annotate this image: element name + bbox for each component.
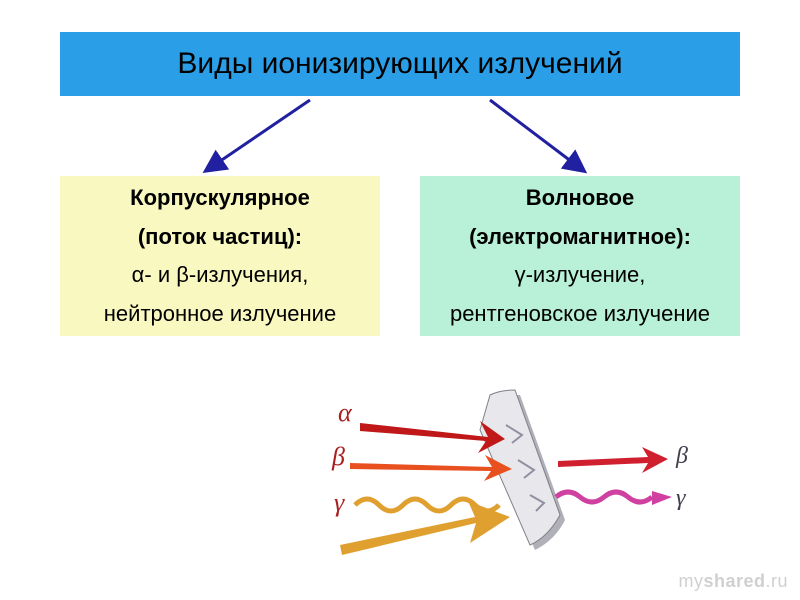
watermark: myshared.ru <box>678 571 788 592</box>
connector-arrows <box>0 96 800 176</box>
left-category-box: Корпускулярное (поток частиц): α- и β-из… <box>60 176 380 336</box>
left-line-1: Корпускулярное <box>130 179 310 218</box>
right-line-3: γ-излучение, <box>515 256 646 295</box>
alpha-label-left: α <box>338 398 353 427</box>
watermark-part1: my <box>678 571 703 591</box>
title-box: Виды ионизирующих излучений <box>60 32 740 96</box>
beta-arrow-out <box>558 447 668 473</box>
beta-arrow-in <box>350 455 512 481</box>
arrow-left <box>210 100 310 168</box>
right-category-box: Волновое (электромагнитное): γ-излучение… <box>420 176 740 336</box>
gamma-label-left: γ <box>334 488 345 517</box>
arrow-right <box>490 100 580 168</box>
alpha-arrow <box>360 421 505 453</box>
beta-label-left: β <box>331 442 345 471</box>
gamma-wave-out <box>556 492 652 502</box>
gamma-out-arrowhead <box>652 491 672 505</box>
right-line-4: рентгеновское излучение <box>450 295 710 334</box>
left-line-4: нейтронное излучение <box>104 295 336 334</box>
lower-arrow-in <box>340 501 510 555</box>
gamma-label-right: γ <box>676 485 686 511</box>
watermark-part2: shared <box>703 571 765 591</box>
radiation-illustration: α β γ β γ <box>320 365 700 575</box>
right-line-2: (электромагнитное): <box>469 218 691 257</box>
watermark-part3: .ru <box>765 571 788 591</box>
left-line-3: α- и β-излучения, <box>132 256 309 295</box>
beta-label-right: β <box>675 443 688 469</box>
title-text: Виды ионизирующих излучений <box>177 47 622 81</box>
left-line-2: (поток частиц): <box>138 218 302 257</box>
right-line-1: Волновое <box>526 179 634 218</box>
